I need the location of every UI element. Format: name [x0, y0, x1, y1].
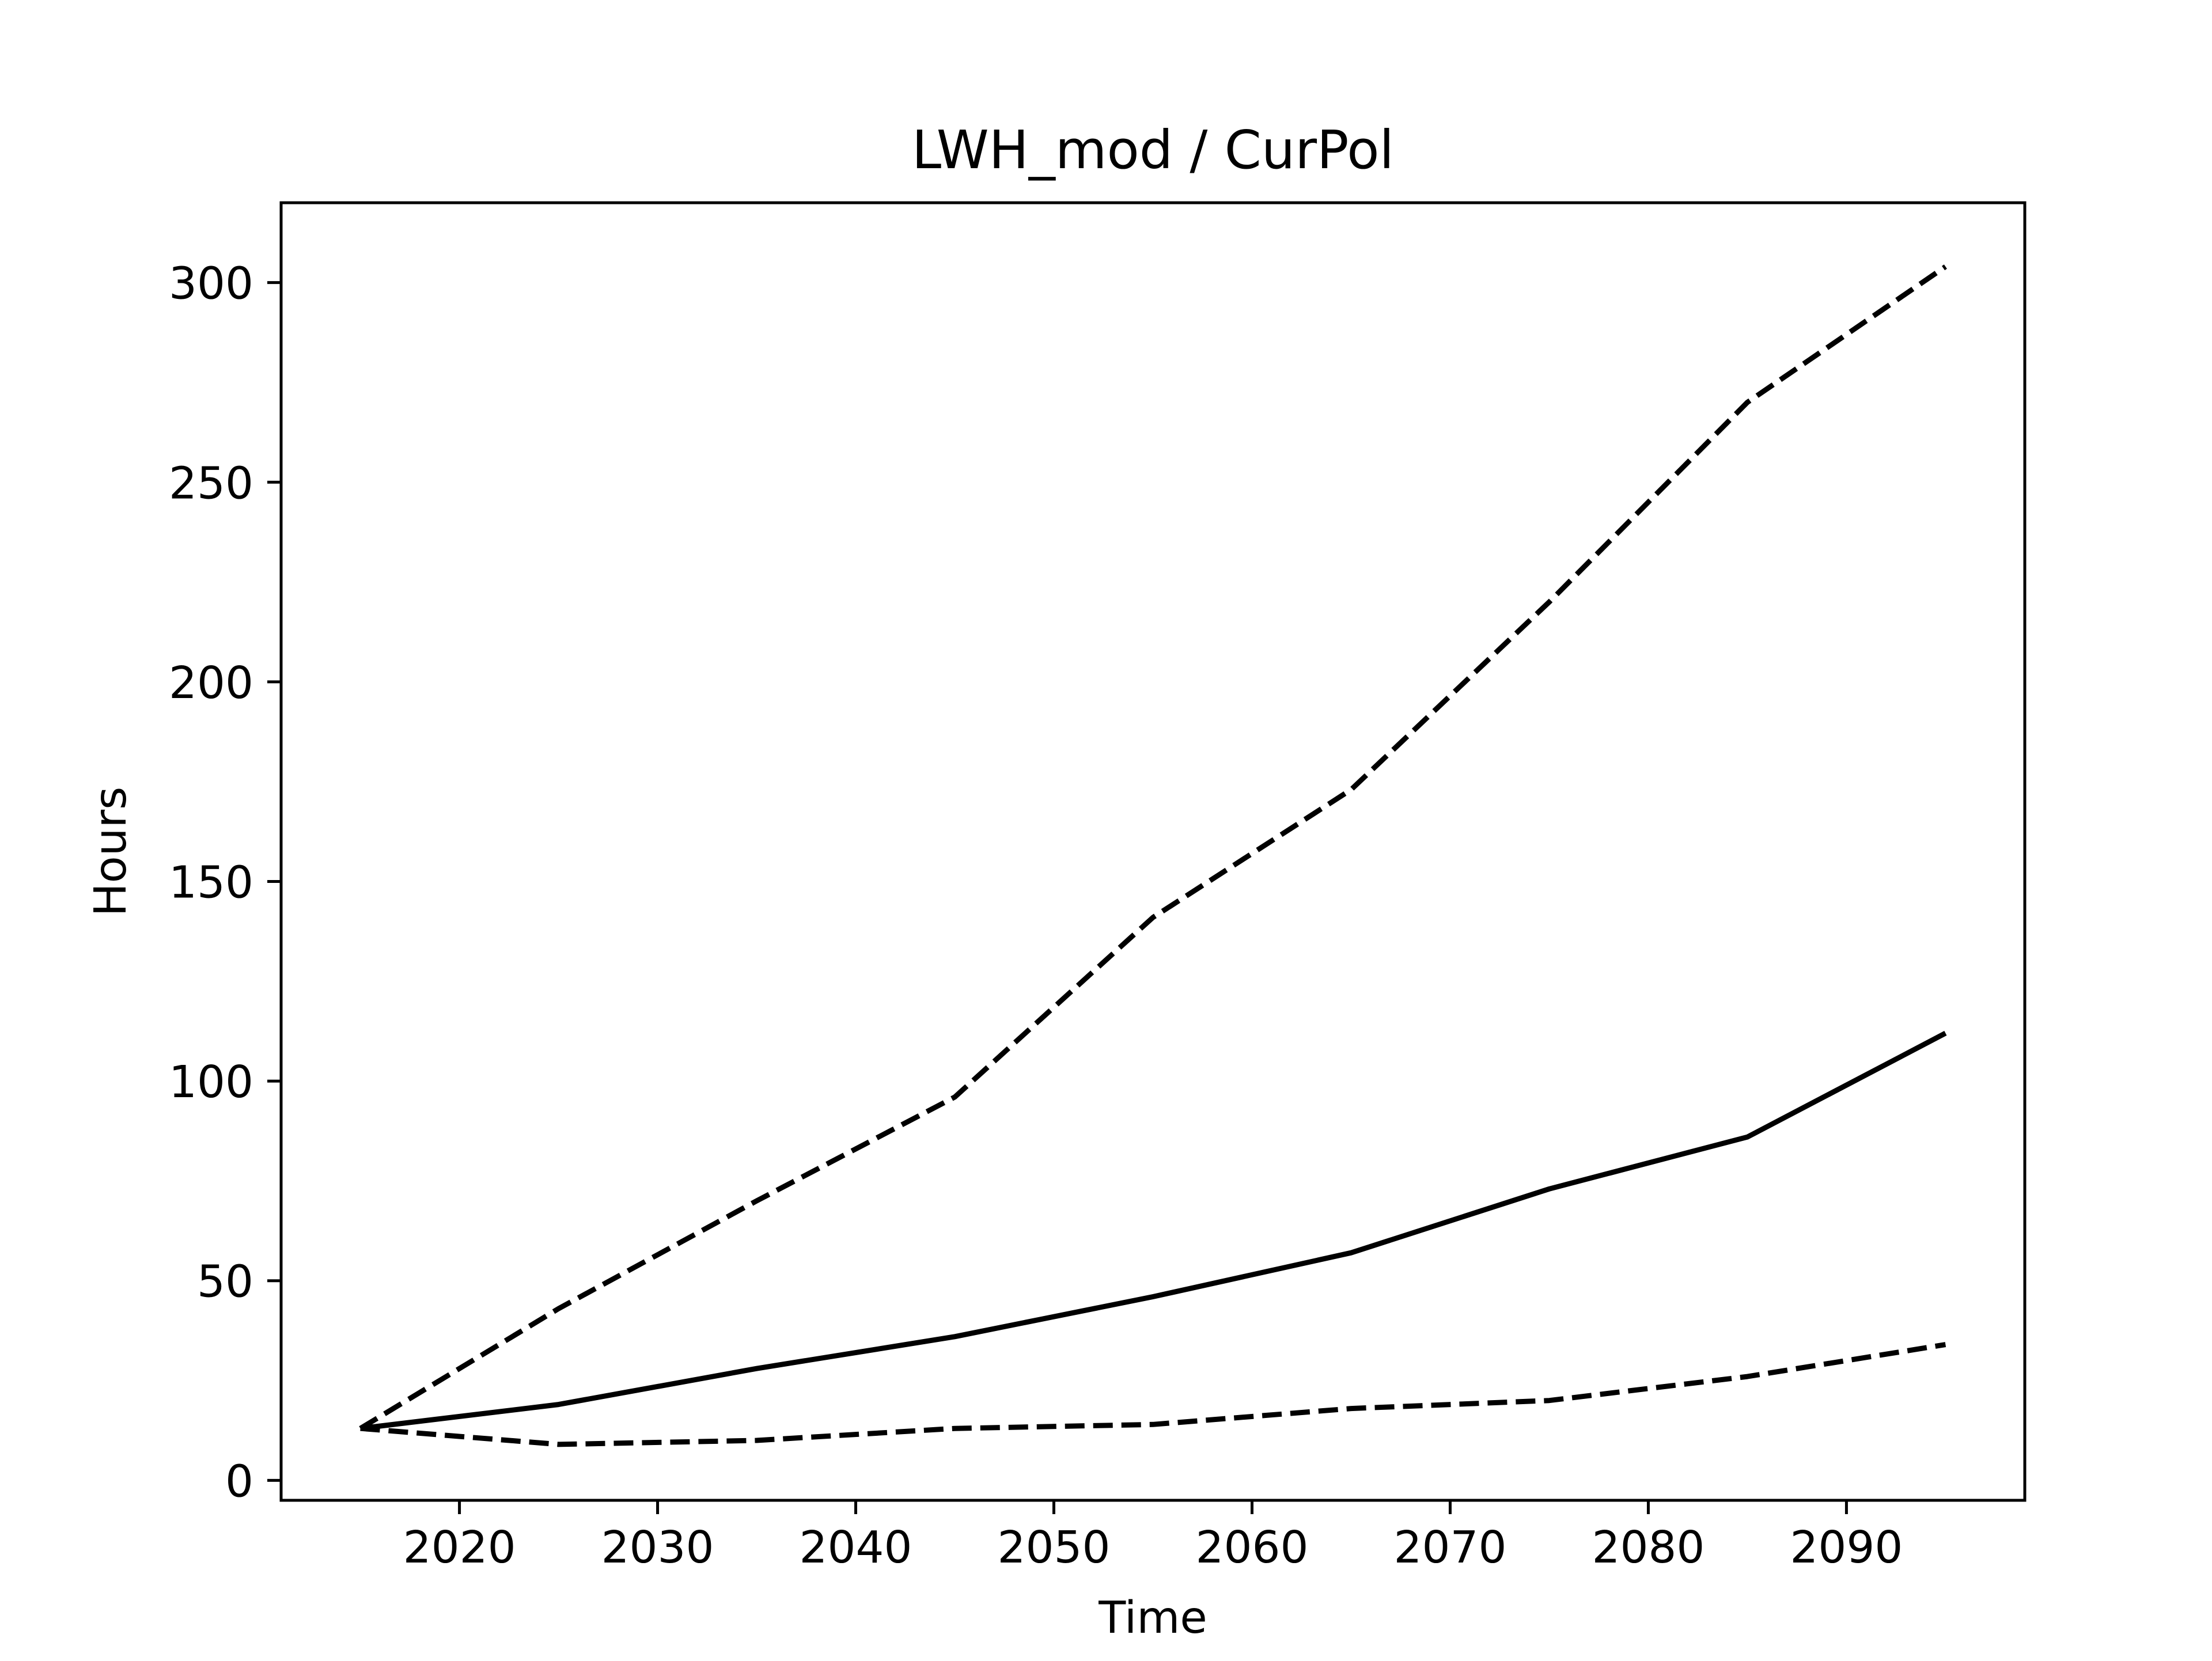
x-tick-label: 2050 — [998, 1522, 1111, 1573]
x-tick-label: 2040 — [800, 1522, 912, 1573]
series-line-2 — [360, 1030, 1947, 1431]
y-tick-label: 100 — [169, 1057, 253, 1108]
x-tick-label: 2060 — [1196, 1522, 1309, 1573]
y-tick-label: 50 — [197, 1257, 253, 1308]
x-axis-ticks: 2020 2030 2040 2050 2060 2070 2080 2090 — [403, 1500, 1903, 1573]
series-line-1 — [359, 264, 1947, 1431]
plot-frame — [279, 201, 2027, 1502]
axes-layer — [279, 201, 2027, 1502]
y-tick-label: 150 — [169, 857, 253, 908]
x-tick-label: 2030 — [601, 1522, 714, 1573]
x-tick-label: 2070 — [1393, 1522, 1506, 1573]
x-axis-label: Time — [1098, 1592, 1207, 1644]
series-line-3 — [360, 1342, 1946, 1447]
y-tick-label: 300 — [169, 259, 253, 310]
y-tick-label: 200 — [169, 658, 253, 709]
y-tick-label: 250 — [169, 458, 253, 509]
x-tick-label: 2090 — [1790, 1522, 1903, 1573]
series-layer — [359, 264, 1947, 1447]
x-tick-label: 2080 — [1592, 1522, 1705, 1573]
chart-title: LWH_mod / CurPol — [912, 119, 1394, 181]
x-tick-label: 2020 — [403, 1522, 516, 1573]
y-axis-ticks: 0 50 100 150 200 250 300 — [169, 259, 281, 1507]
y-tick-label: 0 — [225, 1456, 253, 1507]
y-axis-label: Hours — [85, 787, 137, 917]
